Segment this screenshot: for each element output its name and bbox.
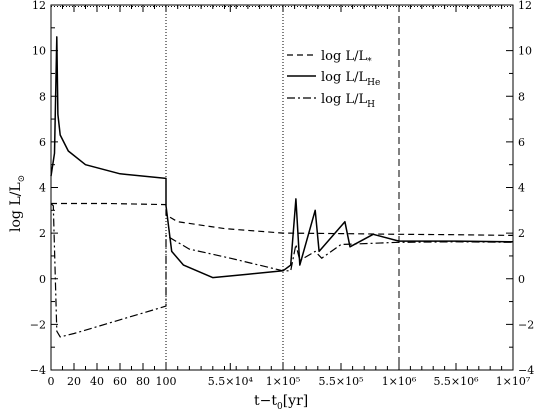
ticks-layer: −4 −4 −2 −2 0 0 2 2 4 4 6 6 8 8 10 10 12 12 0 20 40 60 80 100 5.…	[30, 0, 534, 388]
x-tick-label: 5.5×10⁶	[433, 375, 479, 388]
y-axis-title: log L/L⊙	[8, 175, 27, 232]
y-tick-label-left: −4	[30, 364, 46, 377]
plot-area-border	[50, 4, 514, 371]
series-layer	[50, 36, 514, 338]
y-tick-label-right: 2	[518, 227, 525, 240]
x-tick-label: 1×10⁶	[382, 375, 417, 388]
y-tick-label-right: 4	[518, 182, 525, 195]
x-tick-label: 20	[67, 375, 81, 388]
y-tick-label-right: 0	[518, 273, 525, 286]
x-tick-label: 1×10⁵	[266, 375, 301, 388]
y-tick-label-left: 0	[39, 273, 46, 286]
segment-dividers	[165, 5, 400, 370]
y-tick-label-left: 10	[32, 45, 46, 58]
y-tick-label-left: 4	[39, 182, 46, 195]
y-tick-label-right: −2	[518, 318, 534, 331]
x-axis-title: t−t0[yr]	[254, 393, 308, 412]
legend-label-he: log L/LHe	[321, 70, 380, 88]
x-tick-label: 40	[90, 375, 104, 388]
y-tick-label-left: 2	[39, 227, 46, 240]
y-tick-label-left: 12	[32, 0, 46, 12]
plot-frame	[50, 4, 514, 371]
x-tick-label: 0	[48, 375, 55, 388]
y-tick-label-right: 10	[518, 45, 532, 58]
x-tick-label: 1×10⁷	[496, 375, 531, 388]
series-line-l-star	[51, 202, 514, 236]
y-tick-label-left: −2	[30, 318, 46, 331]
x-tick-label: 5.5×10⁵	[318, 375, 363, 388]
legend-label-star: log L/L*	[321, 49, 372, 67]
series-line-l-he	[50, 36, 514, 279]
legend: log L/L* log L/LHe log L/LH	[287, 49, 380, 110]
x-tick-label: 80	[136, 375, 150, 388]
x-tick-label: 60	[113, 375, 127, 388]
y-tick-label-right: −4	[518, 364, 534, 377]
y-tick-label-right: 8	[518, 90, 525, 103]
y-tick-label-left: 8	[39, 90, 46, 103]
y-tick-label-left: 6	[39, 136, 46, 149]
series-line-l-h	[50, 203, 514, 338]
y-tick-label-right: 12	[518, 0, 532, 12]
y-tick-label-right: 6	[518, 136, 525, 149]
x-tick-label: 100	[156, 375, 177, 388]
x-tick-label: 5.5×10⁴	[208, 375, 254, 388]
legend-label-h: log L/LH	[321, 92, 375, 110]
